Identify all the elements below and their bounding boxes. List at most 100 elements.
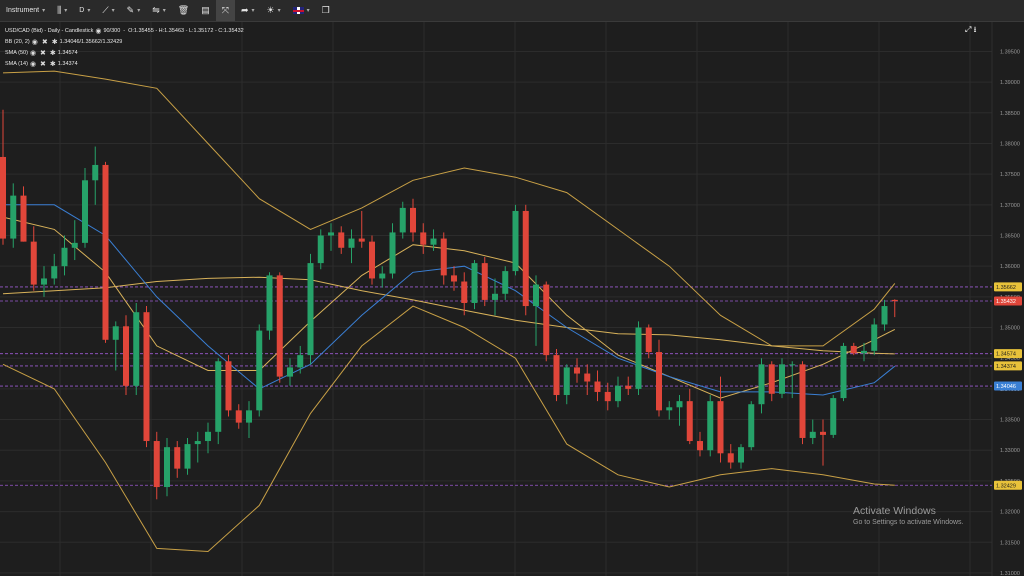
chart-legend: USD/CAD (Bid) - Daily - Candlestick ◉ 90… [5,26,244,70]
candle-down [0,156,6,239]
candle-up [779,364,785,394]
candle-up [266,275,273,331]
candle-down [410,207,416,233]
legend-sma14-value: 1.34374 [57,61,78,67]
y-tick-label: 1.37000 [1000,203,1020,209]
candle-down [625,385,632,389]
candle-up [256,330,263,411]
price-label-box [994,381,1022,391]
price-label-text: 1.32429 [996,483,1016,489]
gear-icon[interactable]: ✱ [49,50,56,57]
candle-up [246,410,252,423]
candle-up [512,210,519,272]
legend-bb-name: BB (20, 2) [5,39,30,45]
candle-up [830,398,837,435]
close-icon[interactable]: ✖ [41,39,48,46]
chart-corner-controls: ⤢ ⭳ [965,24,976,38]
candle-down [584,373,591,382]
gear-icon[interactable]: ✱ [51,39,58,46]
layout-button[interactable]: ▤ [195,0,216,21]
candle-up [840,345,847,399]
candle-up [871,324,878,351]
legend-bb-values: 1.34046/1.35662/1.32429 [59,39,123,45]
chevron-down-icon: ▾ [137,8,141,14]
candle-down [574,367,580,374]
instrument-dropdown[interactable]: Instrument ▾ [0,0,51,21]
layout-icon: ▤ [201,5,210,15]
candle-down [174,447,181,469]
candles-button[interactable]: ⫼ ▾ [51,0,73,21]
candle-up [430,238,437,245]
measure-button[interactable]: ⇋ ▾ [146,0,172,21]
candle-up [615,385,621,402]
candle-down [717,401,724,454]
close-icon[interactable]: ✖ [40,50,46,57]
candle-up [184,444,191,469]
candle-up [61,247,68,267]
chart-area[interactable]: 1.310001.315001.320001.325001.330001.335… [0,22,1024,576]
candle-up [635,327,642,389]
candle-up [789,364,796,366]
legend-sma50-name: SMA (50) [5,50,28,56]
price-label-text: 1.35662 [996,285,1016,291]
price-label-text: 1.34046 [996,384,1016,390]
candle-down [30,241,37,285]
candle-down [481,263,488,300]
popout-button[interactable]: ❐ [316,0,336,21]
candle-down [645,327,652,353]
expand-icon[interactable]: ⤢ [965,25,972,34]
candle-up [297,355,304,368]
eye-icon[interactable]: ◉ [95,28,102,35]
candle-up [758,364,765,405]
chevron-down-icon: ▾ [42,8,46,14]
legend-instrument: USD/CAD (Bid) - Daily - Candlestick [5,28,94,34]
candle-down [820,431,826,435]
candle-down [799,364,806,438]
candle-up [399,207,406,233]
indicator-button[interactable]: ⟋ ▾ [96,0,120,21]
candle-up [389,232,396,274]
legend-sma14-row: SMA (14) ◉ ✖ ✱ 1.34374 [5,59,244,70]
clear-button[interactable]: 🗑 [172,0,195,21]
candle-down [369,241,375,279]
candle-down [461,281,468,303]
timeframe-dropdown[interactable]: D ▾ [73,0,96,21]
zoom-button[interactable]: ⤧ [215,0,235,21]
close-icon[interactable]: ✖ [40,61,46,68]
eye-icon[interactable]: ◉ [29,50,37,57]
candle-up [164,447,170,488]
candle-down [338,232,345,248]
candle-up [205,431,211,442]
y-tick-label: 1.31500 [1000,540,1020,546]
candle-down [697,441,703,451]
price-label-box [994,349,1022,359]
eye-icon[interactable]: ◉ [31,39,38,46]
gear-icon[interactable]: ✱ [49,61,56,68]
candle-down [553,355,560,396]
language-button[interactable]: ▾ [287,0,316,21]
candle-up [881,306,888,325]
watermark-title: Activate Windows [853,505,936,517]
candle-up [861,350,867,354]
legend-bb-row: BB (20, 2) ◉ ✖ ✱ 1.34046/1.35662/1.32429 [5,37,244,48]
candle-up [133,312,140,386]
share-button[interactable]: ➦ ▾ [235,0,261,21]
candle-down [656,352,662,411]
price-chart[interactable]: 1.310001.315001.320001.325001.330001.335… [0,22,1024,576]
draw-icon: ✎ [126,5,135,15]
y-tick-label: 1.34500 [1000,356,1020,362]
timeframe-label: D [79,7,85,14]
eye-icon[interactable]: ◉ [29,61,37,68]
download-icon[interactable]: ⭳ [973,25,977,34]
chevron-down-icon: ▾ [111,8,115,14]
settings-button[interactable]: ☀ ▾ [261,0,287,21]
candle-down [102,164,109,340]
candle-down [153,441,160,488]
draw-button[interactable]: ✎ ▾ [121,0,147,21]
candle-down [276,275,283,377]
settings-icon: ☀ [266,5,275,15]
legend-main-row: USD/CAD (Bid) - Daily - Candlestick ◉ 90… [5,28,244,35]
candle-down [604,391,611,402]
candle-up [748,404,755,448]
candle-down [850,345,857,354]
